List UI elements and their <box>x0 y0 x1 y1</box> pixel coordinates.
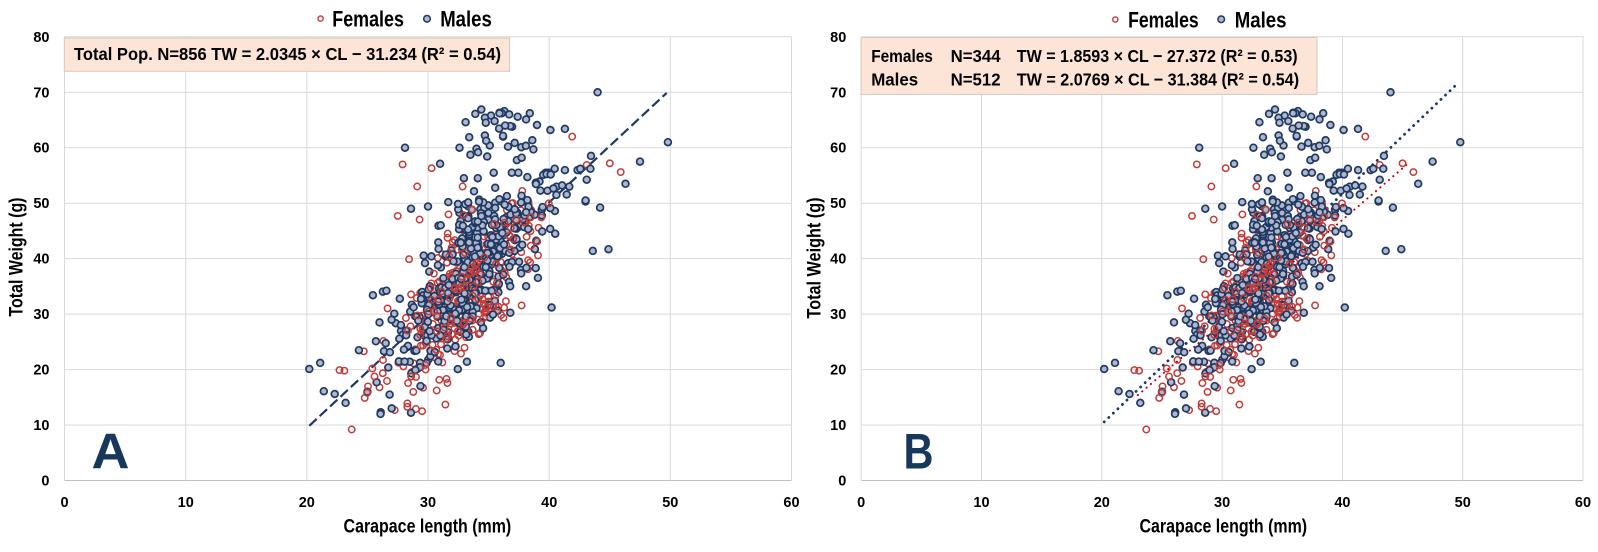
svg-text:50: 50 <box>830 196 846 212</box>
svg-text:20: 20 <box>830 363 846 379</box>
svg-text:40: 40 <box>830 252 846 268</box>
svg-text:0: 0 <box>41 474 49 490</box>
svg-text:20: 20 <box>299 495 315 511</box>
svg-text:B: B <box>904 424 934 480</box>
svg-text:10: 10 <box>830 418 846 434</box>
svg-text:30: 30 <box>33 307 49 323</box>
svg-text:80: 80 <box>33 30 49 46</box>
svg-text:TW = 1.8593 × CL − 27.372 (R²: TW = 1.8593 × CL − 27.372 (R² = 0.53) <box>1017 46 1298 66</box>
svg-text:60: 60 <box>783 495 799 511</box>
svg-text:Total Pop. N=856 TW = 2.0345 ×: Total Pop. N=856 TW = 2.0345 × CL − 31.2… <box>74 44 501 64</box>
svg-text:10: 10 <box>178 495 194 511</box>
svg-text:70: 70 <box>33 85 49 101</box>
svg-text:TW = 2.0769 × CL − 31.384 (R²: TW = 2.0769 × CL − 31.384 (R² = 0.54) <box>1017 70 1299 90</box>
svg-text:10: 10 <box>973 495 989 511</box>
svg-text:40: 40 <box>33 252 49 268</box>
svg-text:30: 30 <box>420 495 436 511</box>
svg-text:10: 10 <box>33 418 49 434</box>
svg-text:30: 30 <box>830 307 846 323</box>
svg-text:20: 20 <box>33 363 49 379</box>
svg-text:Females: Females <box>871 46 933 66</box>
svg-text:Males: Males <box>1235 7 1287 32</box>
svg-text:60: 60 <box>830 141 846 157</box>
svg-text:A: A <box>92 424 130 480</box>
svg-text:40: 40 <box>1334 495 1350 511</box>
svg-text:20: 20 <box>1094 495 1110 511</box>
svg-text:0: 0 <box>60 495 68 511</box>
svg-text:0: 0 <box>838 474 846 490</box>
svg-text:0: 0 <box>857 495 865 511</box>
svg-text:70: 70 <box>830 85 846 101</box>
svg-text:50: 50 <box>662 495 678 511</box>
svg-text:80: 80 <box>830 30 846 46</box>
svg-text:N=512: N=512 <box>951 70 1001 90</box>
svg-text:Females: Females <box>1128 7 1199 32</box>
svg-text:Carapace length (mm): Carapace length (mm) <box>344 515 512 537</box>
svg-text:60: 60 <box>1575 495 1591 511</box>
svg-text:Carapace length (mm): Carapace length (mm) <box>1139 515 1307 537</box>
svg-text:Males: Males <box>440 7 492 32</box>
svg-text:Total Weight (g): Total Weight (g) <box>804 198 826 319</box>
svg-text:Males: Males <box>871 70 918 90</box>
svg-text:Females: Females <box>332 7 404 32</box>
svg-text:30: 30 <box>1214 495 1230 511</box>
svg-text:60: 60 <box>33 141 49 157</box>
svg-text:40: 40 <box>541 495 557 511</box>
svg-text:50: 50 <box>33 196 49 212</box>
svg-text:Total Weight (g): Total Weight (g) <box>6 198 28 317</box>
svg-text:N=344: N=344 <box>951 46 1001 66</box>
svg-text:50: 50 <box>1455 495 1471 511</box>
